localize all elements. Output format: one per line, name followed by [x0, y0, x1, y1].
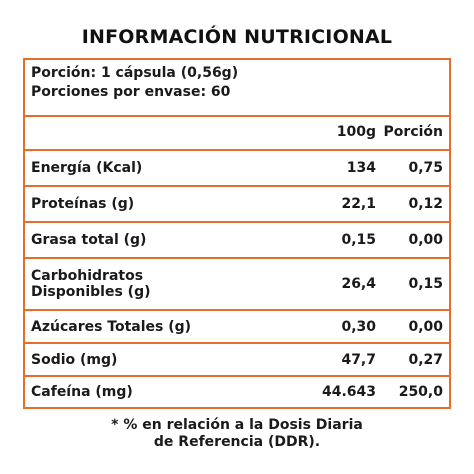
row-value-portion: 0,75	[408, 160, 443, 176]
nutrition-table: Porción: 1 cápsula (0,56g) Porciones por…	[23, 58, 451, 409]
row-label: Energía (Kcal)	[31, 160, 143, 176]
divider	[25, 375, 449, 377]
table-header-row: 100g Porción	[25, 117, 449, 149]
row-value-portion: 0,00	[408, 232, 443, 248]
servings-per-container: Porciones por envase: 60	[31, 84, 231, 100]
divider	[25, 257, 449, 259]
row-value-100g: 47,7	[341, 352, 376, 368]
table-row: Grasa total (g) 0,15 0,00	[25, 223, 449, 257]
row-label: Proteínas (g)	[31, 196, 135, 212]
footnote-line-2: de Referencia (DDR).	[153, 434, 321, 450]
divider	[25, 342, 449, 344]
table-row: Energía (Kcal) 134 0,75	[25, 151, 449, 185]
table-row: Cafeína (mg) 44.643 250,0	[25, 377, 449, 407]
table-row: Carbohidratos Disponibles (g) 26,4 0,15	[25, 259, 449, 309]
row-value-portion: 0,27	[408, 352, 443, 368]
row-label: Grasa total (g)	[31, 232, 147, 248]
row-value-100g: 0,30	[341, 319, 376, 335]
table-row: Proteínas (g) 22,1 0,12	[25, 187, 449, 221]
table-row: Azúcares Totales (g) 0,30 0,00	[25, 311, 449, 342]
row-value-portion: 0,15	[408, 276, 443, 292]
table-row: Sodio (mg) 47,7 0,27	[25, 344, 449, 375]
divider	[25, 221, 449, 223]
row-value-100g: 22,1	[341, 196, 376, 212]
row-value-portion: 0,12	[408, 196, 443, 212]
row-label-line1: Carbohidratos	[31, 268, 144, 284]
row-value-100g: 0,15	[341, 232, 376, 248]
row-value-portion: 250,0	[398, 384, 443, 400]
divider	[25, 185, 449, 187]
divider	[25, 309, 449, 311]
divider	[25, 149, 449, 151]
row-label-line2: Disponibles (g)	[31, 284, 151, 300]
column-header-portion: Porción	[383, 124, 443, 140]
serving-info: Porción: 1 cápsula (0,56g) Porciones por…	[31, 64, 238, 102]
footnote: * % en relación a la Dosis Diaria de Ref…	[0, 417, 474, 451]
row-value-100g: 44.643	[321, 384, 376, 400]
row-label: Cafeína (mg)	[31, 384, 133, 400]
row-value-100g: 26,4	[341, 276, 376, 292]
row-value-portion: 0,00	[408, 319, 443, 335]
footnote-line-1: * % en relación a la Dosis Diaria	[111, 417, 363, 433]
row-label: Sodio (mg)	[31, 352, 118, 368]
divider	[25, 115, 449, 117]
page-title: INFORMACIÓN NUTRICIONAL	[81, 26, 393, 48]
serving-size: Porción: 1 cápsula (0,56g)	[31, 65, 239, 81]
row-value-100g: 134	[346, 160, 376, 176]
column-header-100g: 100g	[336, 124, 376, 140]
row-label: Azúcares Totales (g)	[31, 319, 192, 335]
